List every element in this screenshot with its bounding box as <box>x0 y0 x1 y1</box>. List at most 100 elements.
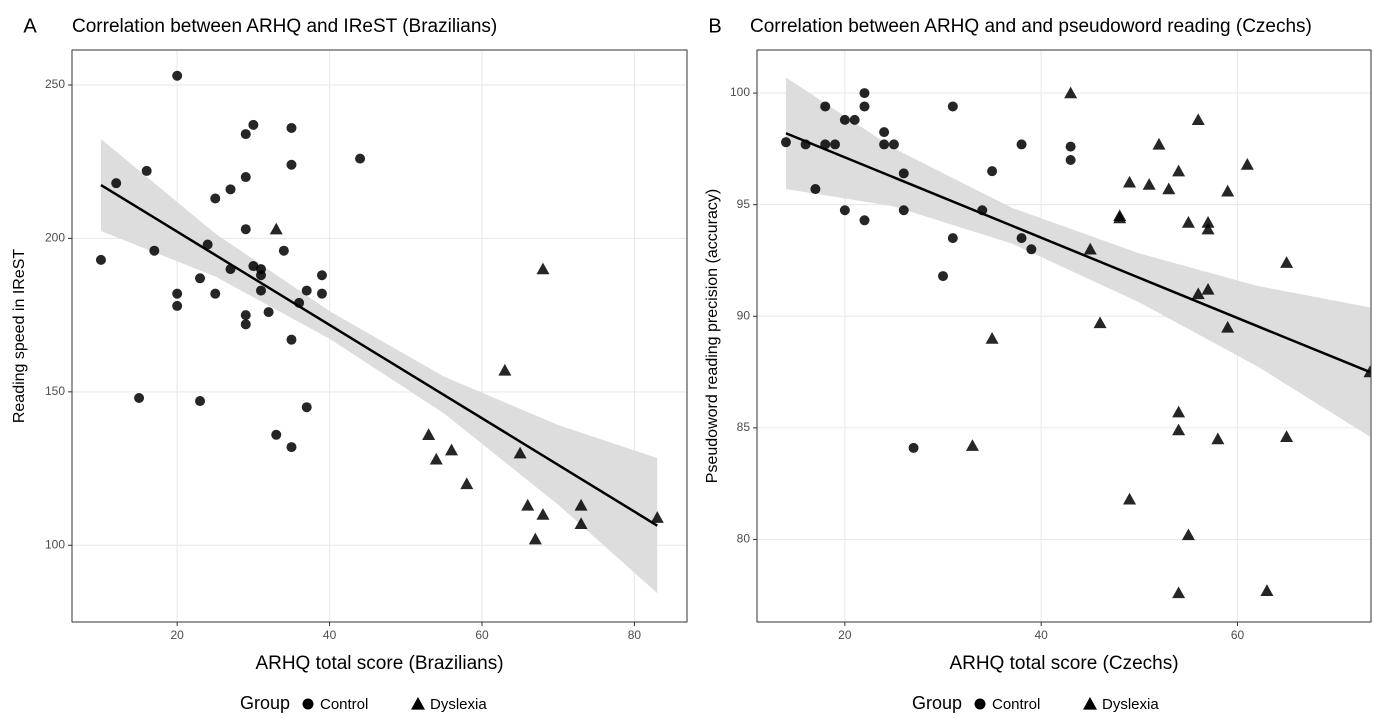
point <box>810 184 821 195</box>
legend-symbol <box>1083 697 1097 710</box>
point <box>240 310 251 321</box>
point <box>574 498 588 511</box>
point <box>1280 430 1294 442</box>
point <box>422 428 436 441</box>
point <box>240 319 251 330</box>
point <box>1064 86 1078 99</box>
point <box>1172 164 1186 177</box>
point <box>172 70 183 81</box>
point <box>938 271 949 282</box>
point <box>1191 113 1205 126</box>
x-tick-label: 80 <box>628 628 642 642</box>
point <box>1113 209 1127 222</box>
y-tick-label: 90 <box>737 308 751 322</box>
point <box>263 307 274 318</box>
point <box>888 139 899 150</box>
point <box>780 137 791 148</box>
y-tick-label: 80 <box>737 532 751 546</box>
point <box>172 300 183 311</box>
point <box>240 224 251 235</box>
x-axis-label: ARHQ total score (Brazilians) <box>255 653 503 674</box>
point <box>1123 175 1137 188</box>
point <box>513 446 527 459</box>
point <box>316 270 327 281</box>
point <box>1201 216 1215 228</box>
plot-border <box>756 49 1372 623</box>
fit-line <box>100 183 658 527</box>
point <box>1201 222 1215 235</box>
point <box>1172 586 1186 599</box>
point <box>820 139 831 150</box>
point <box>286 334 297 345</box>
point <box>521 498 535 511</box>
plot-area <box>757 50 1371 622</box>
point <box>1201 282 1215 295</box>
confidence-band <box>785 77 1371 437</box>
point <box>1172 423 1186 436</box>
point <box>269 222 283 235</box>
point <box>445 443 459 456</box>
point <box>286 122 297 133</box>
point <box>859 101 870 112</box>
point <box>1162 182 1176 195</box>
point <box>95 254 106 265</box>
point <box>528 532 542 545</box>
point <box>898 168 909 179</box>
point <box>1152 137 1166 150</box>
y-tick-label: 95 <box>737 197 751 211</box>
point <box>1181 528 1195 541</box>
point <box>1065 141 1076 152</box>
panel-label: B <box>708 15 721 37</box>
y-axis-label: Reading speed in IReST <box>11 249 28 424</box>
point <box>830 139 841 150</box>
legend-title: Group <box>240 693 290 713</box>
point <box>1142 178 1156 190</box>
point <box>1191 287 1205 300</box>
point <box>1260 584 1274 596</box>
point <box>286 442 297 453</box>
legend-label: Control <box>320 696 368 713</box>
point <box>195 396 206 407</box>
chart-title: Correlation between ARHQ and IReST (Braz… <box>72 16 497 37</box>
point <box>286 159 297 170</box>
point <box>536 508 550 520</box>
point <box>947 233 958 244</box>
x-tick-label: 20 <box>838 628 852 642</box>
point <box>210 193 221 204</box>
point <box>225 184 236 195</box>
legend-label: Dyslexia <box>430 696 487 713</box>
point <box>255 285 266 296</box>
point <box>278 245 289 256</box>
point <box>1211 432 1225 445</box>
point <box>1181 216 1195 228</box>
point <box>316 288 327 299</box>
y-tick-label: 250 <box>45 77 65 91</box>
point <box>849 114 860 125</box>
point <box>355 153 366 164</box>
point <box>879 127 890 138</box>
x-tick-label: 40 <box>323 628 337 642</box>
y-tick-label: 85 <box>737 420 751 434</box>
point <box>429 452 443 465</box>
point <box>879 139 890 150</box>
point <box>1280 256 1294 268</box>
x-axis-label: ARHQ total score (Czechs) <box>949 653 1178 674</box>
point <box>255 270 266 281</box>
point <box>839 114 850 125</box>
point <box>172 288 183 299</box>
point <box>965 439 979 451</box>
point <box>240 129 251 140</box>
point <box>947 101 958 112</box>
y-tick-label: 150 <box>45 384 65 398</box>
point <box>134 392 145 403</box>
point <box>1221 184 1235 197</box>
point <box>985 332 999 344</box>
point <box>859 215 870 226</box>
x-tick-label: 60 <box>1231 628 1245 642</box>
legend-symbol <box>974 698 986 710</box>
point <box>650 511 664 523</box>
point <box>248 261 259 272</box>
point <box>1172 405 1186 418</box>
